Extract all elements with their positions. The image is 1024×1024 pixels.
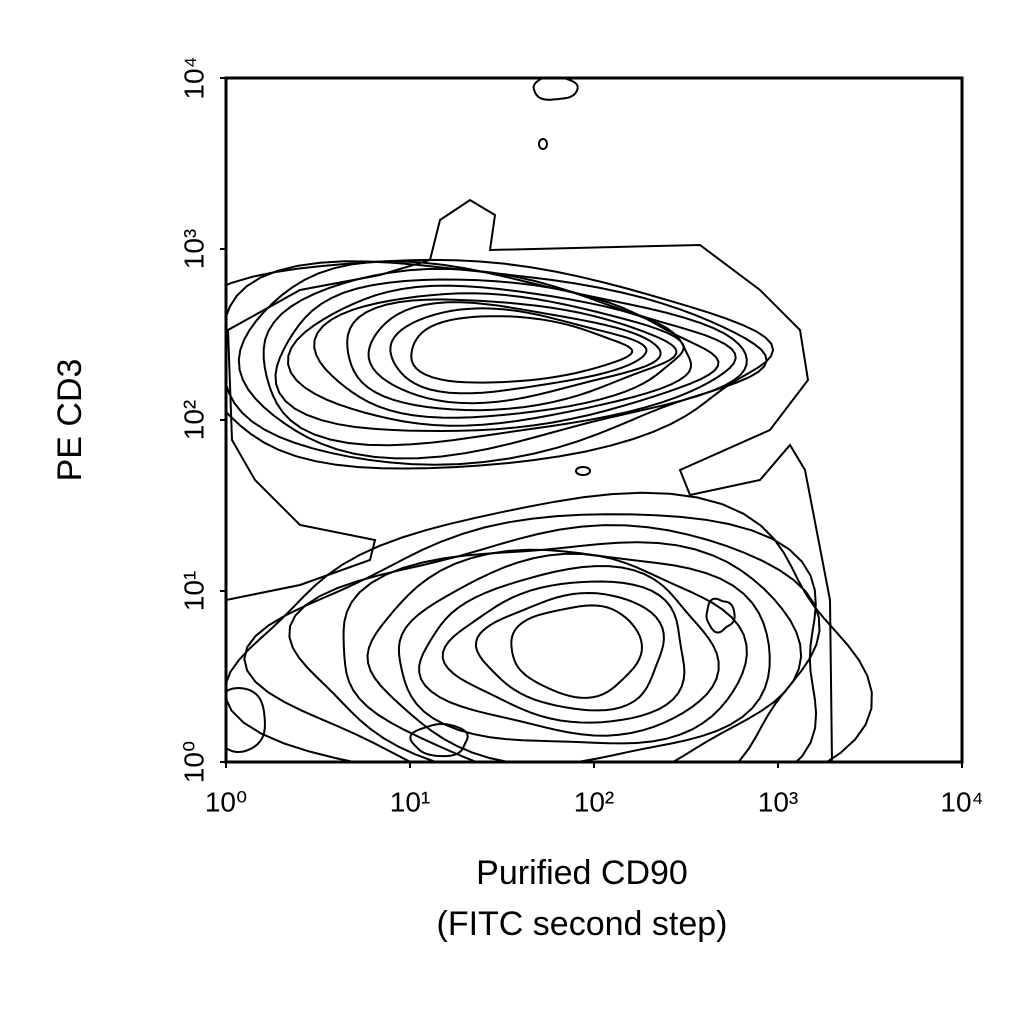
contour-line (389, 307, 648, 395)
contour-line (226, 260, 768, 466)
x-axis-title: Purified CD90 (476, 854, 688, 892)
contour-line (226, 491, 873, 762)
x-tick-label: 10⁰ (205, 786, 247, 817)
x-tick-label: 10³ (758, 786, 798, 817)
contour-line (538, 138, 548, 150)
y-axis-title: PE CD3 (51, 359, 89, 482)
y-tick-label: 10⁴ (178, 56, 209, 99)
contour-line (409, 723, 469, 758)
contour-line (288, 524, 821, 762)
contour-line (262, 267, 737, 447)
y-tick-label: 10³ (178, 229, 209, 269)
contour-line (510, 604, 643, 699)
contour-line (366, 548, 771, 762)
x-tick-label: 10⁴ (940, 786, 983, 817)
contour-line (274, 278, 720, 433)
contour-line (474, 591, 665, 712)
contour-line (313, 292, 685, 419)
contour-line (705, 597, 736, 634)
x-tick-label: 10¹ (390, 786, 430, 817)
contour-line (441, 580, 686, 724)
x-tick-label: 10² (574, 786, 614, 817)
contour-line (418, 565, 720, 737)
contour-line (410, 315, 634, 384)
contours (226, 78, 873, 762)
contour-line (346, 298, 678, 412)
contour-line (342, 541, 803, 762)
contour-line (287, 284, 693, 427)
contour-line (226, 258, 775, 470)
contour-line (243, 513, 818, 762)
contour-line (367, 301, 662, 405)
y-tick-label: 10¹ (178, 571, 209, 611)
contour-line (575, 466, 591, 476)
y-tick-label: 10⁰ (178, 741, 209, 783)
x-axis-subtitle: (FITC second step) (437, 905, 728, 943)
contour-line (237, 260, 748, 460)
contour-line (226, 198, 834, 762)
contour-line (226, 686, 266, 754)
contour-line (397, 552, 748, 745)
y-tick-label: 10² (178, 400, 209, 440)
